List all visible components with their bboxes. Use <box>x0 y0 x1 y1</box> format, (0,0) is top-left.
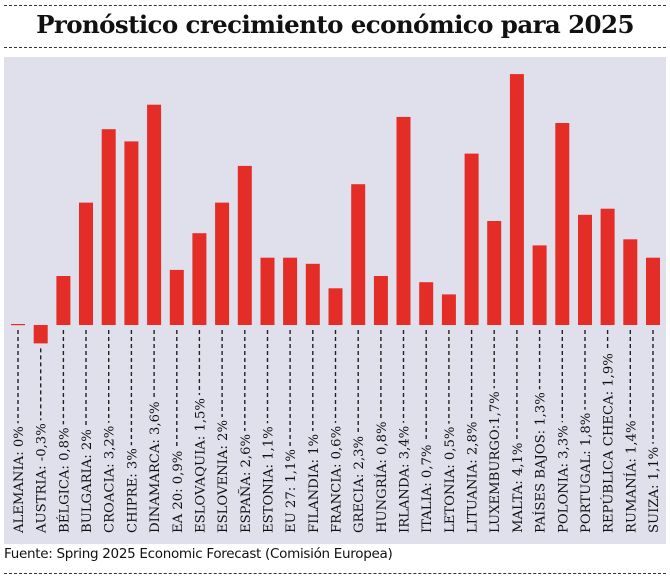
tick-label: MALTA: 4,1% <box>511 443 526 533</box>
bar-group: LETONIA: 0,5% <box>441 294 458 533</box>
bar-chart: ALEMANIA: 0% AUSTRIA: -0,3% BÉLGICA: 0,8% B… <box>11 74 662 534</box>
tick-label: FILANDIA: 1% <box>307 434 322 533</box>
bar <box>305 263 320 325</box>
bar-group: SUIZA: 1,1% <box>646 257 662 533</box>
bar-group: ESPAÑA: 2,6% <box>237 165 254 533</box>
bar-group: IRLANDA: 3,4% <box>396 116 413 533</box>
bar <box>487 221 502 325</box>
bar-group: LITUANIA: 2,8% <box>464 153 481 533</box>
bar <box>419 282 434 325</box>
tick-label: EA 20: 0,9% <box>171 451 186 533</box>
bar <box>169 269 184 325</box>
bar <box>237 165 252 325</box>
title-bottom-dashed-rule <box>4 47 666 48</box>
bar-group: ITALIA: 0,7% <box>419 282 435 533</box>
bar-group: EU 27: 1,1% <box>283 257 299 533</box>
bar <box>192 233 207 325</box>
bar-group: PORTUGAL: 1,8% <box>578 214 594 533</box>
bar-group: MALTA: 4,1% <box>509 74 526 533</box>
tick-label: EU 27: 1,1% <box>284 449 299 533</box>
source-note: Fuente: Spring 2025 Economic Forecast (C… <box>4 546 393 562</box>
tick-label: POLONIA: 3,3% <box>556 425 571 533</box>
bar <box>147 104 162 325</box>
tick-label: HUNGRÍA: 0,8% <box>374 422 390 534</box>
tick-label: DINAMARCA: 3,6% <box>148 401 163 533</box>
tick-label: AUSTRIA: -0,3% <box>35 423 50 534</box>
bar-group: CHIPRE: 3% <box>124 141 140 533</box>
bar <box>351 184 366 325</box>
bar <box>373 276 388 325</box>
tick-label: ESTONIA: 1,1% <box>262 426 277 533</box>
bar <box>623 239 638 325</box>
tick-label: PORTUGAL: 1,8% <box>579 413 594 533</box>
tick-label: ESLOVENIA: 2% <box>216 420 231 533</box>
bar <box>33 325 48 344</box>
chart-title: Pronóstico crecimiento económico para 20… <box>36 10 634 39</box>
bar <box>464 153 479 325</box>
tick-label: CROACIA: 3,2% <box>103 426 118 533</box>
bar-group: EA 20: 0,9% <box>169 269 186 533</box>
bar-group: ALEMANIA: 0% <box>11 324 27 534</box>
bar-group: FILANDIA: 1% <box>305 263 322 533</box>
tick-label: FRANCIA: 0,6% <box>330 426 345 533</box>
bottom-dashed-rule <box>4 573 666 574</box>
bar <box>600 208 615 325</box>
tick-label: ITALIA: 0,7% <box>420 445 435 533</box>
bar <box>56 276 71 325</box>
tick-label: RUMANÍA: 1,4% <box>623 421 639 533</box>
bar-group: CROACIA: 3,2% <box>101 129 118 533</box>
bar-group: BÉLGICA: 0,8% <box>56 276 72 533</box>
tick-label: CHIPRE: 3% <box>125 448 140 533</box>
bar-group: BULGARIA: 2% <box>79 202 95 533</box>
bar <box>441 294 456 325</box>
bar <box>79 202 93 325</box>
tick-label: ESLOVAQUIA: 1,5% <box>193 398 208 533</box>
tick-label: SUIZA: 1,1% <box>647 447 662 533</box>
bar <box>396 116 411 326</box>
bar <box>578 214 592 325</box>
bar-group: ESLOVAQUIA: 1,5% <box>192 233 208 533</box>
tick-label: BÉLGICA: 0,8% <box>56 427 72 533</box>
bar-group: RUMANÍA: 1,4% <box>623 239 639 533</box>
bar <box>328 288 343 325</box>
bar-group: AUSTRIA: -0,3% <box>33 325 50 534</box>
bar <box>555 123 570 325</box>
plot-area: ALEMANIA: 0% AUSTRIA: -0,3% BÉLGICA: 0,8% B… <box>4 57 666 544</box>
bar <box>11 324 25 326</box>
top-dashed-rule <box>4 5 666 6</box>
bar <box>101 129 116 325</box>
bar-group: GRECIA: 2,3% <box>351 184 367 533</box>
bar <box>260 257 275 325</box>
bar <box>646 257 660 325</box>
bar-group: PAÍSES BAJOS: 1,3% <box>532 245 549 533</box>
bar-group: FRANCIA: 0,6% <box>328 288 345 533</box>
tick-label: GRECIA: 2,3% <box>352 436 367 533</box>
bar-group: REPÚBLICA CHECA: 1,9% <box>600 208 617 533</box>
bar-group: HUNGRÍA: 0,8% <box>373 276 390 534</box>
bar <box>509 74 524 325</box>
bar-group: LUXEMBURGO:1,7% <box>487 221 503 533</box>
bar-group: ESTONIA: 1,1% <box>260 257 277 533</box>
tick-label: IRLANDA: 3,4% <box>398 426 413 533</box>
tick-label: ESPAÑA: 2,6% <box>238 434 254 533</box>
bar-group: ESLOVENIA: 2% <box>215 202 231 533</box>
bar-group: DINAMARCA: 3,6% <box>147 104 163 533</box>
bar-group: POLONIA: 3,3% <box>555 123 571 533</box>
tick-label: ALEMANIA: 0% <box>12 426 27 534</box>
tick-label: LITUANIA: 2,8% <box>466 422 481 533</box>
tick-label: BULGARIA: 2% <box>80 429 95 533</box>
bar <box>532 245 547 325</box>
bar <box>124 141 139 325</box>
bar <box>283 257 298 325</box>
bar <box>215 202 230 325</box>
tick-label: LETONIA: 0,5% <box>443 427 458 533</box>
tick-label: REPÚBLICA CHECA: 1,9% <box>600 353 617 533</box>
tick-label: LUXEMBURGO:1,7% <box>488 391 503 533</box>
tick-label: PAÍSES BAJOS: 1,3% <box>533 392 549 533</box>
